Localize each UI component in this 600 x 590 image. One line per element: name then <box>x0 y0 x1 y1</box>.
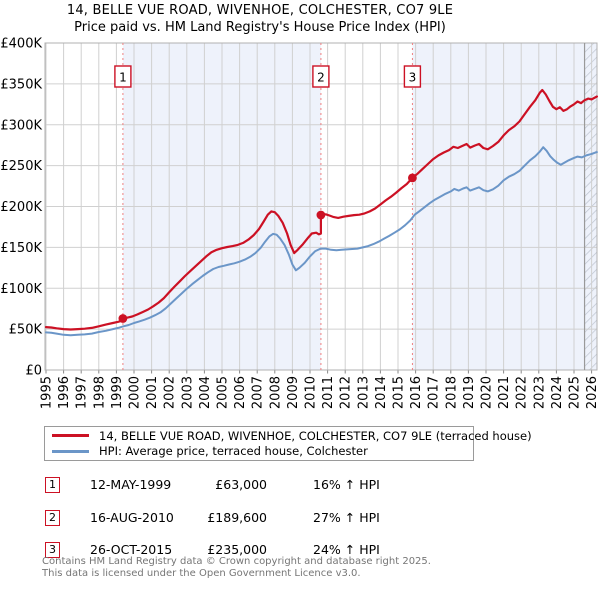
sale-point-dot <box>316 210 326 220</box>
x-axis-label: 2005 <box>216 376 231 409</box>
series-hpi <box>45 146 598 337</box>
x-axis-label: 2024 <box>550 376 565 409</box>
transaction-hpi-delta: 16% ↑ HPI <box>313 477 380 492</box>
transaction-hpi-delta: 24% ↑ HPI <box>313 542 380 557</box>
x-axis-label: 2006 <box>233 376 248 409</box>
page-title: 14, BELLE VUE ROAD, WIVENHOE, COLCHESTER… <box>66 3 454 18</box>
y-axis-label: £100K <box>0 282 42 297</box>
transaction-date: 12-MAY-1999 <box>90 477 172 492</box>
transaction-number-badge: 1 <box>45 477 60 493</box>
y-axis-label: £0 <box>25 364 42 379</box>
transaction-row: 1 12-MAY-1999 £63,000 16% ↑ HPI <box>0 477 600 493</box>
x-axis-label: 2014 <box>374 376 389 409</box>
x-axis-label: 2008 <box>268 376 283 409</box>
footer-line: This data is licensed under the Open Gov… <box>42 567 361 579</box>
x-axis-label: 1999 <box>110 376 125 409</box>
x-axis-label: 2022 <box>515 376 530 409</box>
sale-number-label: 3 <box>409 71 417 85</box>
x-axis-label: 2015 <box>392 376 407 409</box>
x-axis-label: 2011 <box>321 376 336 409</box>
y-axis-label: £300K <box>0 118 42 133</box>
x-axis-label: 2026 <box>585 376 600 409</box>
legend-item-price-paid: 14, BELLE VUE ROAD, WIVENHOE, COLCHESTER… <box>52 429 532 443</box>
sale-number-label: 1 <box>119 71 127 85</box>
sale-point-dot <box>118 314 128 323</box>
legend-item-hpi: HPI: Average price, terraced house, Colc… <box>52 444 473 458</box>
y-axis-labels: £0 £50K £100K £150K £200K £250K £300K £350K £400… <box>0 37 42 379</box>
transaction-date: 26-OCT-2015 <box>90 542 173 557</box>
x-axis-label: 1998 <box>92 376 107 409</box>
legend-label: 14, BELLE VUE ROAD, WIVENHOE, COLCHESTER… <box>99 428 532 443</box>
x-axis-label: 2013 <box>356 376 371 409</box>
transaction-price: £235,000 <box>207 542 267 557</box>
price-history-chart: 1995 1996 1997 1998 1999 2000 2001 2002 2003 2004… <box>0 37 600 410</box>
x-axis-label: 2016 <box>409 376 424 409</box>
x-axis-label: 2000 <box>128 376 143 409</box>
x-axis-label: 2017 <box>427 376 442 409</box>
sale-number-box <box>312 65 330 88</box>
price-paid-line-swatch <box>52 434 89 438</box>
footer-line: Contains HM Land Registry data © Crown c… <box>42 556 431 567</box>
transaction-hpi-delta: 27% ↑ HPI <box>313 509 380 525</box>
y-axis-label: £150K <box>0 241 42 256</box>
x-axis-label: 2003 <box>180 376 195 409</box>
y-axis-label: £250K <box>0 159 42 174</box>
transaction-date: 16-AUG-2010 <box>90 509 174 525</box>
x-axis-label: 2004 <box>198 376 213 409</box>
x-axis-label: 1995 <box>40 376 55 409</box>
x-axis-label: 1996 <box>57 376 72 409</box>
series-price-paid <box>44 88 599 331</box>
x-axis-label: 2010 <box>304 376 319 409</box>
y-axis-label: £200K <box>0 200 42 215</box>
x-axis-label: 2018 <box>444 376 459 409</box>
sale-number-label: 2 <box>317 71 325 85</box>
transaction-row: 2 16-AUG-2010 £189,600 27% ↑ HPI <box>0 509 600 526</box>
x-axis-label: 2019 <box>462 376 477 409</box>
sale-markers: 1 2 3 <box>114 65 422 323</box>
chart-legend: 14, BELLE VUE ROAD, WIVENHOE, COLCHESTER… <box>44 426 532 461</box>
y-axis-label: £50K <box>9 323 43 338</box>
x-axis-label: 2007 <box>251 376 266 409</box>
y-axis-label: £400K <box>0 37 42 52</box>
transaction-number-badge: 2 <box>45 509 60 526</box>
transaction-row: 3 26-OCT-2015 £235,000 24% ↑ HPI <box>0 542 600 558</box>
transaction-price: £63,000 <box>215 477 267 492</box>
sale-point-dot <box>408 173 417 183</box>
x-axis-label: 2023 <box>532 376 547 409</box>
hpi-line-swatch <box>52 449 89 453</box>
x-axis-label: 2025 <box>568 376 583 409</box>
x-axis-label: 1997 <box>75 376 90 409</box>
x-axis-label: 2002 <box>163 376 178 409</box>
sale-number-box <box>403 65 422 88</box>
x-axis-label: 2020 <box>480 376 495 409</box>
page-subtitle: Price paid vs. HM Land Registry's House … <box>74 20 446 35</box>
x-axis-label: 2021 <box>497 376 512 409</box>
sale-number-box <box>114 65 132 88</box>
x-axis-label: 2009 <box>286 376 301 409</box>
transaction-price: £189,600 <box>207 509 267 525</box>
y-axis-label: £350K <box>0 77 42 92</box>
x-axis-labels: 1995 1996 1997 1998 1999 2000 2001 2002 2003 2004… <box>40 376 600 409</box>
x-axis-label: 2001 <box>145 376 160 409</box>
license-footer: Contains HM Land Registry data © Crown c… <box>42 556 431 579</box>
legend-label: HPI: Average price, terraced house, Colc… <box>99 444 368 459</box>
x-axis-label: 2012 <box>339 376 354 409</box>
transaction-number-badge: 3 <box>45 542 60 558</box>
